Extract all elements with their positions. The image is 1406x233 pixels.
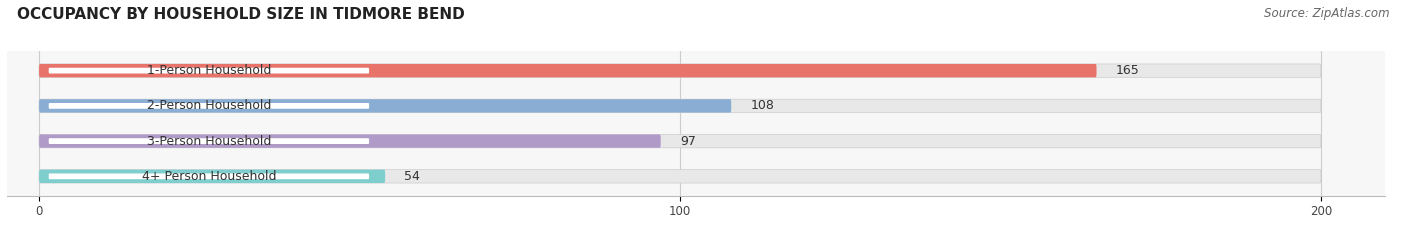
Text: 97: 97 [681, 135, 696, 148]
Text: 2-Person Household: 2-Person Household [146, 99, 271, 112]
FancyBboxPatch shape [39, 64, 1320, 77]
Text: 3-Person Household: 3-Person Household [146, 135, 271, 148]
Text: OCCUPANCY BY HOUSEHOLD SIZE IN TIDMORE BEND: OCCUPANCY BY HOUSEHOLD SIZE IN TIDMORE B… [17, 7, 464, 22]
FancyBboxPatch shape [39, 99, 1320, 113]
Text: Source: ZipAtlas.com: Source: ZipAtlas.com [1264, 7, 1389, 20]
FancyBboxPatch shape [49, 138, 370, 144]
FancyBboxPatch shape [49, 103, 370, 109]
FancyBboxPatch shape [39, 134, 1320, 148]
FancyBboxPatch shape [39, 170, 385, 183]
FancyBboxPatch shape [49, 173, 370, 179]
FancyBboxPatch shape [39, 99, 731, 113]
Text: 1-Person Household: 1-Person Household [146, 64, 271, 77]
FancyBboxPatch shape [49, 68, 370, 74]
Text: 108: 108 [751, 99, 775, 112]
FancyBboxPatch shape [39, 64, 1097, 77]
FancyBboxPatch shape [39, 134, 661, 148]
Text: 4+ Person Household: 4+ Person Household [142, 170, 276, 183]
Text: 165: 165 [1116, 64, 1139, 77]
Text: 54: 54 [405, 170, 420, 183]
FancyBboxPatch shape [39, 170, 1320, 183]
